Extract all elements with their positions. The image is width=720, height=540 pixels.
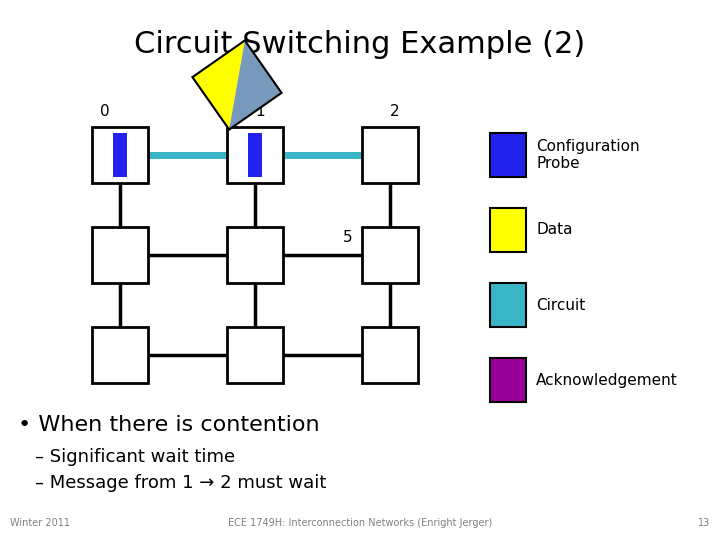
Bar — [490, 133, 526, 177]
Polygon shape — [229, 40, 282, 130]
Bar — [362, 227, 418, 283]
Text: Data: Data — [536, 222, 572, 238]
Text: 5: 5 — [343, 230, 352, 245]
Text: Circuit: Circuit — [536, 298, 585, 313]
Bar — [92, 127, 148, 183]
Text: – Significant wait time: – Significant wait time — [35, 448, 235, 466]
Text: 0: 0 — [100, 104, 110, 119]
Bar — [362, 127, 418, 183]
Text: 13: 13 — [698, 518, 710, 528]
Bar — [92, 227, 148, 283]
Bar — [227, 327, 283, 383]
Bar — [92, 327, 148, 383]
Bar — [362, 327, 418, 383]
Text: • When there is contention: • When there is contention — [18, 415, 320, 435]
Text: Circuit Switching Example (2): Circuit Switching Example (2) — [135, 30, 585, 59]
Text: Acknowledgement: Acknowledgement — [536, 373, 678, 388]
Bar — [227, 227, 283, 283]
Text: ECE 1749H: Interconnection Networks (Enright Jerger): ECE 1749H: Interconnection Networks (Enr… — [228, 518, 492, 528]
Text: 2: 2 — [390, 104, 400, 119]
Bar — [113, 133, 127, 177]
Polygon shape — [192, 40, 245, 130]
Text: 1: 1 — [255, 104, 265, 119]
Bar — [227, 127, 283, 183]
Bar — [490, 283, 526, 327]
Text: – Message from 1 → 2 must wait: – Message from 1 → 2 must wait — [35, 474, 326, 492]
Bar — [248, 133, 262, 177]
Bar — [490, 358, 526, 402]
Bar — [490, 208, 526, 252]
Text: Configuration
Probe: Configuration Probe — [536, 139, 639, 171]
Text: Winter 2011: Winter 2011 — [10, 518, 70, 528]
